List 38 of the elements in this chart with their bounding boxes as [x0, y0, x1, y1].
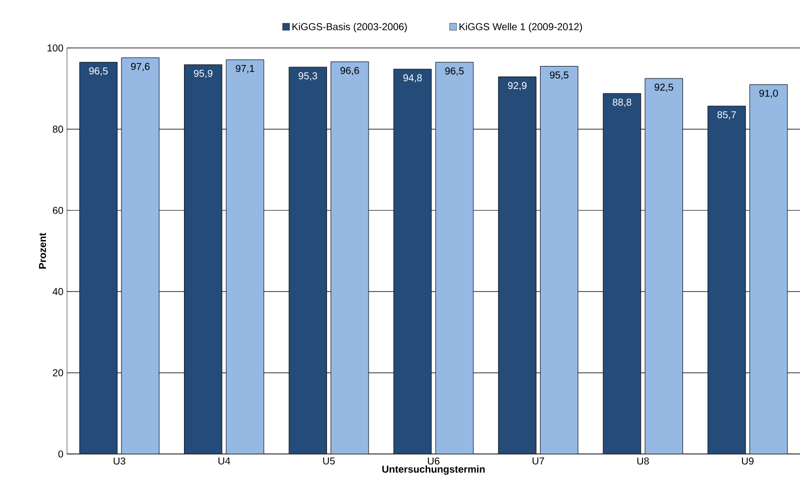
data-label: 88,8 [612, 98, 632, 107]
x-tick-label: U4 [218, 458, 230, 464]
y-tick-label: 100 [48, 44, 64, 52]
data-label: 95,3 [298, 72, 318, 81]
data-label: 96,5 [89, 67, 108, 76]
bar [79, 62, 118, 454]
data-label: 95,5 [550, 71, 568, 80]
data-label: 97,1 [236, 64, 254, 74]
data-label: 95,9 [194, 70, 212, 78]
y-tick-label: 40 [52, 288, 64, 296]
data-label: 96,5 [445, 67, 464, 76]
x-axis-title: Untersuchungstermin [382, 465, 485, 475]
bar [184, 64, 222, 454]
x-tick-label: U7 [532, 458, 544, 464]
bar [602, 93, 642, 454]
y-tick-label: 60 [52, 206, 64, 214]
y-tick-label: 0 [58, 450, 64, 458]
x-tick-label: U6 [428, 458, 440, 465]
data-label: 96,6 [340, 66, 359, 76]
y-tick-label: 20 [52, 369, 64, 376]
y-axis-title: Prozent [39, 232, 46, 269]
bar [498, 76, 536, 454]
x-tick-label: U9 [742, 458, 754, 465]
y-tick-label: 80 [52, 126, 64, 133]
data-label: 92,9 [508, 82, 527, 90]
bar [393, 68, 432, 454]
bar [708, 106, 746, 454]
bar [288, 66, 327, 454]
data-label: 85,7 [717, 111, 736, 120]
legend-label: KiGGS-Basis (2003-2006) [292, 22, 407, 32]
x-tick-label: U5 [323, 458, 335, 464]
x-tick-label: U3 [114, 458, 126, 465]
data-label: 97,6 [131, 62, 150, 72]
x-tick-label: U8 [637, 458, 649, 465]
data-label: 92,5 [654, 84, 674, 92]
data-label: 94,8 [403, 74, 422, 83]
data-label: 91,0 [759, 90, 778, 98]
legend-label: KiGGS Welle 1 (2009-2012) [460, 22, 582, 32]
